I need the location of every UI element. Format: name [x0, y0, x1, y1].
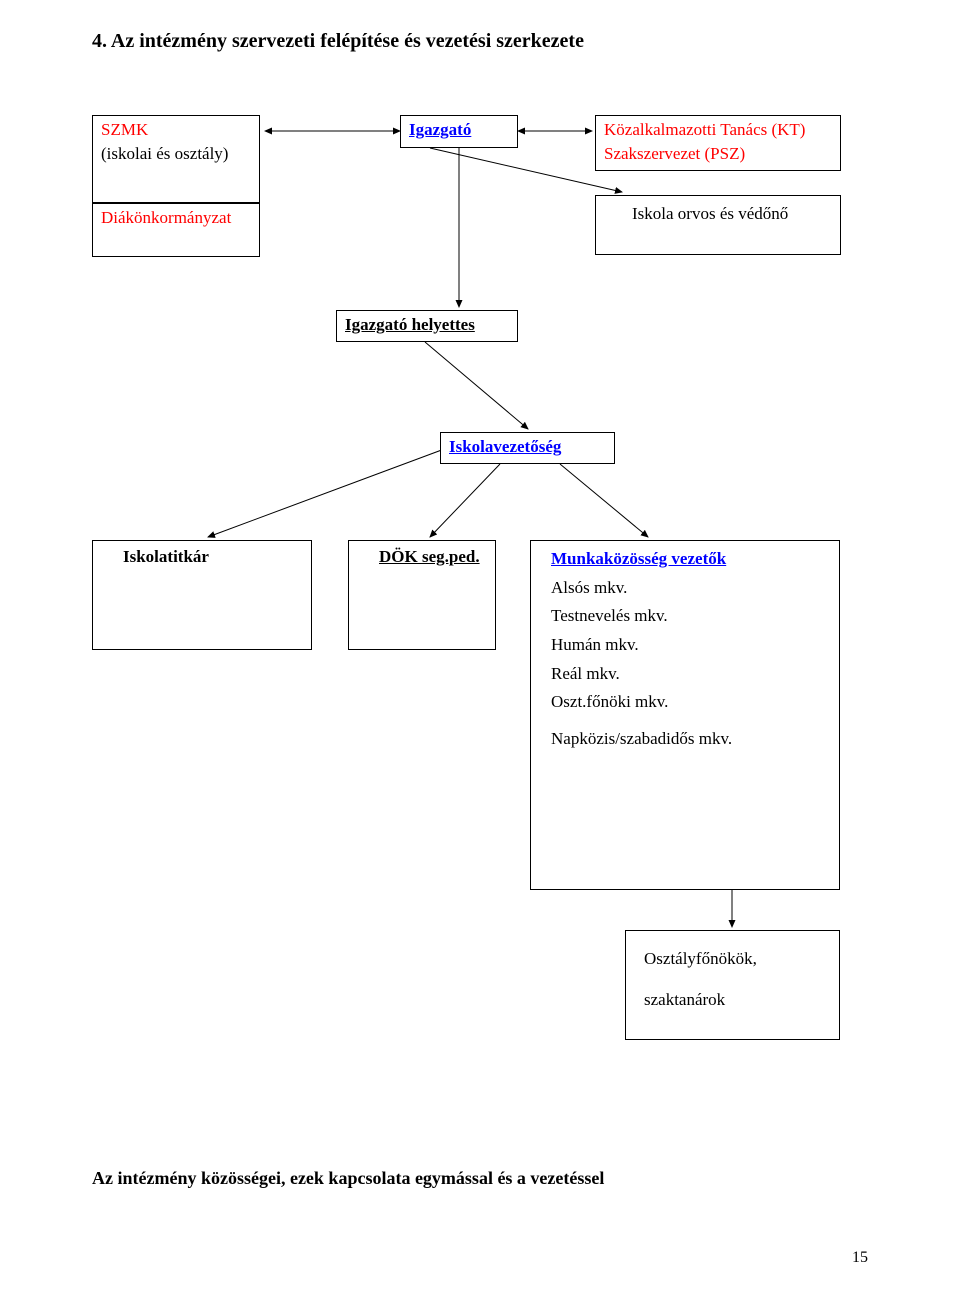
- box-line: SZMK: [101, 120, 251, 140]
- box-line: Humán mkv.: [551, 633, 831, 658]
- box-dok-segped: DÖK seg.ped.: [348, 540, 496, 650]
- box-osztalyfonokok: Osztályfőnökök, szaktanárok: [625, 930, 840, 1040]
- box-line: Oszt.főnöki mkv.: [551, 690, 831, 715]
- box-munkakozosseg: Munkaközösség vezetők Alsós mkv. Testnevel…: [530, 540, 840, 890]
- box-line: Napközis/szabadidős mkv.: [551, 727, 831, 752]
- box-kt-psz: Közalkalmazotti Tanács (KT) Szakszervezet…: [595, 115, 841, 171]
- box-line: DÖK seg.ped.: [379, 547, 487, 567]
- box-line: Igazgató helyettes: [345, 315, 509, 335]
- box-line: szaktanárok: [644, 986, 831, 1013]
- box-line: Igazgató: [409, 120, 509, 140]
- box-szmk: SZMK (iskolai és osztály): [92, 115, 260, 203]
- box-line: Iskolatitkár: [123, 547, 303, 567]
- page: 4. Az intézmény szervezeti felépítése és…: [0, 0, 960, 1305]
- box-line: Közalkalmazotti Tanács (KT): [604, 120, 832, 140]
- box-iskolatitkar: Iskolatitkár: [92, 540, 312, 650]
- box-line: Iskolavezetőség: [449, 437, 606, 457]
- box-iskola-orvos: Iskola orvos és védőnő: [595, 195, 841, 255]
- page-number: 15: [852, 1249, 868, 1267]
- box-line: (iskolai és osztály): [101, 144, 251, 164]
- box-diakonkormanyzat: Diákönkormányzat: [92, 203, 260, 257]
- box-line: Szakszervezet (PSZ): [604, 144, 832, 164]
- box-iskolavezetoseg: Iskolavezetőség: [440, 432, 615, 464]
- box-line: Testnevelés mkv.: [551, 604, 831, 629]
- page-title: 4. Az intézmény szervezeti felépítése és…: [92, 30, 584, 53]
- box-igazgato: Igazgató: [400, 115, 518, 148]
- box-line: Osztályfőnökök,: [644, 945, 831, 972]
- box-line: Diákönkormányzat: [101, 208, 251, 228]
- box-line: Reál mkv.: [551, 662, 831, 687]
- box-igazgato-helyettes: Igazgató helyettes: [336, 310, 518, 342]
- box-line: Iskola orvos és védőnő: [604, 204, 832, 224]
- footer-heading: Az intézmény közösségei, ezek kapcsolata…: [92, 1168, 604, 1189]
- box-line: Alsós mkv.: [551, 576, 831, 601]
- box-line: Munkaközösség vezetők: [551, 547, 831, 572]
